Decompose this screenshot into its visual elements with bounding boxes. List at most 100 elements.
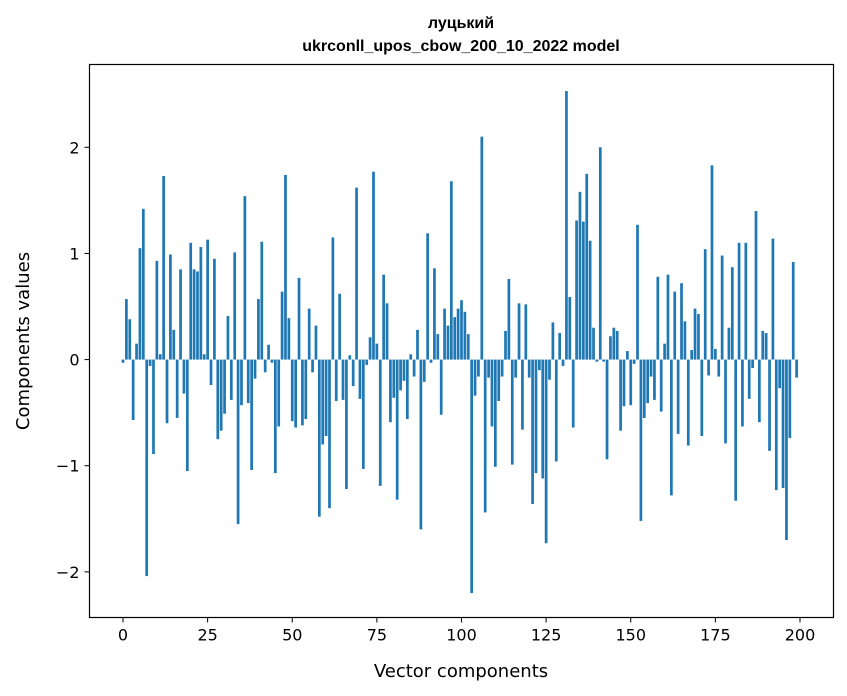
bar [263, 359, 267, 373]
bar [365, 359, 369, 365]
bar [619, 359, 622, 431]
bar [592, 327, 595, 360]
bar [693, 308, 697, 360]
bar [771, 238, 775, 360]
bar [446, 325, 450, 360]
bar [747, 359, 751, 399]
bar [649, 359, 653, 377]
bar [534, 359, 538, 474]
bar [578, 191, 582, 360]
bar [280, 291, 284, 360]
bar [389, 359, 392, 423]
bar [588, 240, 592, 360]
bar [639, 359, 643, 521]
bar [751, 359, 754, 369]
bar [487, 359, 490, 378]
bar [135, 343, 138, 360]
bar [670, 359, 673, 496]
bar [433, 268, 436, 360]
bar [521, 359, 524, 430]
bar [517, 303, 521, 360]
bar [155, 260, 159, 360]
bar [683, 321, 687, 360]
bar [544, 359, 548, 544]
bar [554, 359, 558, 462]
bar [656, 276, 660, 360]
bar [707, 359, 710, 376]
bar [734, 359, 738, 501]
bar [270, 359, 274, 363]
bar [632, 359, 636, 364]
bar [473, 359, 477, 396]
bar [538, 359, 541, 371]
bar [626, 351, 629, 360]
bar [629, 359, 633, 406]
bar [595, 359, 599, 362]
bar [531, 359, 534, 504]
x-axis-label: Vector components [374, 661, 548, 682]
x-tick-label: 0 [118, 626, 128, 645]
bar [778, 359, 782, 389]
bar [213, 258, 216, 360]
bar [568, 296, 572, 360]
bar [250, 359, 253, 470]
bar [676, 359, 680, 434]
bar [290, 359, 294, 422]
bar [493, 359, 497, 467]
bar [287, 318, 291, 360]
bar [405, 359, 409, 420]
bar [527, 359, 531, 378]
bar [375, 343, 379, 360]
bar [697, 313, 700, 360]
bar [341, 359, 345, 400]
bar [764, 333, 768, 360]
bar [368, 337, 372, 360]
x-tick-label: 50 [282, 626, 302, 645]
x-tick-label: 200 [785, 626, 816, 645]
bar [642, 359, 646, 418]
bar [152, 359, 155, 455]
bar [260, 241, 264, 360]
bar [449, 181, 453, 360]
bars-group [121, 91, 798, 594]
bar [253, 359, 257, 379]
bar [128, 319, 132, 360]
bar [429, 359, 433, 363]
bar [466, 334, 470, 360]
bar [612, 327, 616, 360]
bar [565, 91, 568, 360]
bar [314, 325, 318, 360]
bar [710, 165, 714, 360]
bar [490, 359, 494, 427]
x-tick-label: 75 [367, 626, 387, 645]
bar [659, 359, 663, 412]
bar [257, 299, 260, 360]
bar [138, 248, 142, 360]
bar [199, 247, 203, 360]
bar [192, 269, 196, 360]
bar [436, 334, 440, 360]
bar [510, 359, 514, 465]
bar [602, 359, 606, 362]
y-tick-label: −1 [56, 457, 80, 476]
bar [785, 359, 788, 541]
bar [165, 359, 169, 424]
bar [196, 271, 199, 360]
bar [720, 255, 724, 360]
bar [202, 354, 206, 360]
y-tick-label: −2 [56, 563, 80, 582]
bar [158, 354, 162, 360]
bar [317, 359, 321, 517]
bar [409, 354, 413, 360]
bar [351, 359, 355, 387]
bar [703, 249, 707, 360]
x-tick-label: 150 [615, 626, 646, 645]
bar [524, 304, 528, 360]
bar [768, 359, 771, 451]
bar [209, 359, 213, 386]
bar [443, 308, 446, 360]
bar [223, 359, 226, 414]
bar [172, 329, 176, 360]
bar [175, 359, 179, 418]
